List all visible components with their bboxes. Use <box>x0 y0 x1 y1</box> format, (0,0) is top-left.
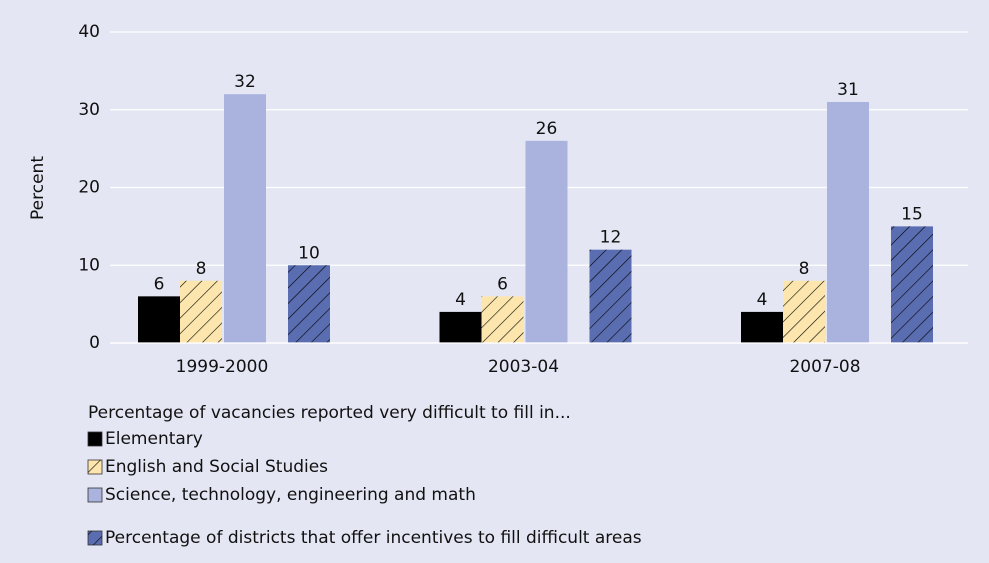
bar-hatch <box>783 280 825 343</box>
bar-hatch <box>891 226 933 343</box>
value-label: 4 <box>455 290 466 310</box>
value-label: 6 <box>154 274 165 294</box>
x-tick-label: 2003-04 <box>488 357 559 377</box>
value-label: 8 <box>196 259 207 279</box>
y-tick-label: 40 <box>78 22 100 42</box>
x-tick-label: 2007-08 <box>789 357 860 377</box>
y-tick-label: 20 <box>78 178 100 198</box>
bar-hatch <box>589 249 632 343</box>
value-label: 8 <box>799 259 810 279</box>
bar <box>741 311 783 343</box>
value-label: 10 <box>298 243 320 263</box>
bar <box>525 140 568 343</box>
bar-hatch <box>481 296 524 343</box>
legend-label: Percentage of districts that offer incen… <box>105 528 642 548</box>
y-axis-label: Percent <box>28 156 48 220</box>
value-label: 32 <box>234 72 256 92</box>
legend-label: Science, technology, engineering and mat… <box>105 485 476 505</box>
bar <box>224 94 266 343</box>
bar <box>138 296 180 343</box>
bar <box>439 311 482 343</box>
legend-hatch <box>88 531 102 545</box>
value-label: 15 <box>901 204 923 224</box>
y-tick-label: 10 <box>78 255 100 275</box>
bar-hatch <box>180 280 222 343</box>
y-tick-label: 0 <box>89 333 100 353</box>
legend-label: Elementary <box>105 429 203 449</box>
x-tick-label: 1999-2000 <box>176 357 269 377</box>
value-label: 6 <box>497 274 508 294</box>
y-tick-label: 30 <box>78 100 100 120</box>
legend-label: English and Social Studies <box>105 457 328 477</box>
legend-hatch <box>88 460 102 474</box>
legend-title: Percentage of vacancies reported very di… <box>88 403 571 423</box>
bar-hatch <box>288 265 330 343</box>
value-label: 4 <box>757 290 768 310</box>
value-label: 26 <box>536 119 558 139</box>
bar <box>827 101 869 343</box>
legend-swatch <box>87 487 103 503</box>
legend-swatch <box>87 431 103 447</box>
value-label: 12 <box>600 228 622 248</box>
value-label: 31 <box>837 80 859 100</box>
